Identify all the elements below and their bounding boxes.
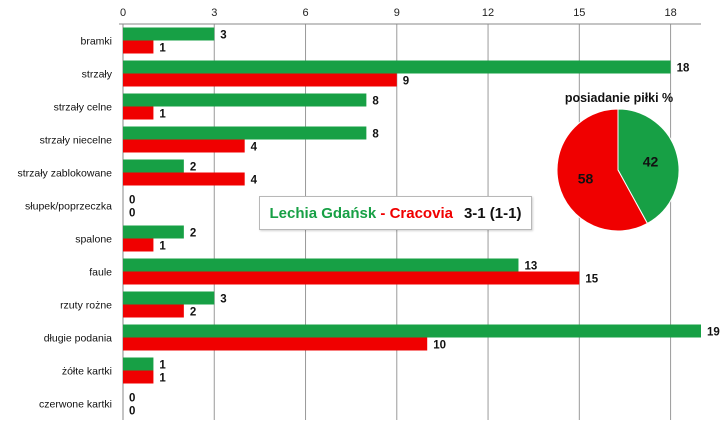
value-label: 0 bbox=[129, 406, 135, 418]
value-label: 18 bbox=[677, 63, 690, 75]
value-label: 19 bbox=[707, 327, 720, 339]
bar-home bbox=[123, 357, 154, 371]
value-label: 0 bbox=[129, 208, 135, 220]
team-separator: - bbox=[376, 204, 390, 222]
bar-home bbox=[123, 60, 671, 74]
bar-away bbox=[123, 238, 154, 252]
bar-away bbox=[123, 73, 397, 87]
value-label: 13 bbox=[524, 261, 537, 273]
match-score: 3-1 (1-1) bbox=[463, 204, 522, 222]
value-label: 4 bbox=[251, 175, 258, 187]
value-label: 2 bbox=[190, 162, 196, 174]
x-tick-label: 12 bbox=[482, 7, 494, 19]
category-label: strzały bbox=[82, 69, 113, 81]
x-tick-label: 18 bbox=[664, 7, 676, 19]
value-label: 1 bbox=[159, 360, 166, 372]
pie-slice-label: 42 bbox=[643, 154, 659, 170]
bars bbox=[123, 27, 701, 384]
x-tick-label: 15 bbox=[573, 7, 585, 19]
bar-away bbox=[123, 106, 154, 120]
value-label: 1 bbox=[159, 109, 166, 121]
category-labels: bramki strzały strzały celne strzały niecel… bbox=[17, 36, 112, 411]
bar-away bbox=[123, 139, 245, 153]
bar-home bbox=[123, 291, 215, 305]
away-team-name: Cracovia bbox=[389, 204, 453, 222]
value-label: 3 bbox=[220, 30, 226, 42]
value-label: 9 bbox=[403, 76, 409, 88]
value-label: 8 bbox=[372, 96, 379, 108]
value-label: 10 bbox=[433, 340, 446, 352]
pie-title: posiadanie piłki % bbox=[564, 91, 674, 105]
value-label: 15 bbox=[585, 274, 598, 286]
x-axis-ticks: 0 3 6 9 12 15 18 bbox=[120, 7, 677, 19]
bar-away bbox=[123, 370, 154, 384]
category-label: rzuty rożne bbox=[60, 300, 112, 312]
bar-home bbox=[123, 27, 215, 41]
value-label: 0 bbox=[129, 393, 135, 405]
pie-slice-home bbox=[617, 108, 680, 225]
category-label: strzały celne bbox=[54, 102, 113, 114]
value-label: 1 bbox=[159, 43, 166, 55]
bar-home bbox=[123, 258, 519, 272]
category-label: spalone bbox=[75, 234, 112, 246]
x-tick-label: 9 bbox=[394, 7, 400, 19]
bar-away bbox=[123, 172, 245, 186]
category-label: strzały zablokowane bbox=[17, 168, 112, 180]
pie-slice-label: 58 bbox=[578, 170, 594, 186]
value-label: 3 bbox=[220, 294, 226, 306]
pie-slice-away bbox=[556, 108, 649, 232]
possession-pie: 42 58 bbox=[556, 108, 680, 232]
value-label: 2 bbox=[190, 307, 196, 319]
bar-home bbox=[123, 225, 184, 239]
bar-home bbox=[123, 126, 367, 140]
value-label: 1 bbox=[159, 241, 166, 253]
category-label: faule bbox=[89, 267, 112, 279]
bar-home bbox=[123, 93, 367, 107]
category-label: strzały niecelne bbox=[40, 135, 113, 147]
category-label: żółte kartki bbox=[62, 366, 112, 378]
value-label: 1 bbox=[159, 373, 166, 385]
bar-away bbox=[123, 304, 184, 318]
bar-away bbox=[123, 337, 428, 351]
bar-away bbox=[123, 40, 154, 54]
value-label: 0 bbox=[129, 195, 135, 207]
bar-home bbox=[123, 159, 184, 173]
value-label: 2 bbox=[190, 228, 196, 240]
category-label: bramki bbox=[80, 36, 112, 48]
category-label: czerwone kartki bbox=[39, 399, 112, 411]
x-tick-label: 0 bbox=[120, 7, 126, 19]
home-team-name: Lechia Gdańsk bbox=[269, 204, 377, 222]
match-result-box: Lechia Gdańsk - Cracovia 3-1 (1-1) bbox=[259, 196, 532, 230]
category-label: słupek/poprzeczka bbox=[25, 201, 112, 213]
x-tick-label: 6 bbox=[302, 7, 308, 19]
value-label: 8 bbox=[372, 129, 379, 141]
bar-home bbox=[123, 324, 701, 338]
category-label: długie podania bbox=[44, 333, 112, 345]
x-tick-label: 3 bbox=[211, 7, 217, 19]
bar-away bbox=[123, 271, 580, 285]
value-label: 4 bbox=[251, 142, 258, 154]
